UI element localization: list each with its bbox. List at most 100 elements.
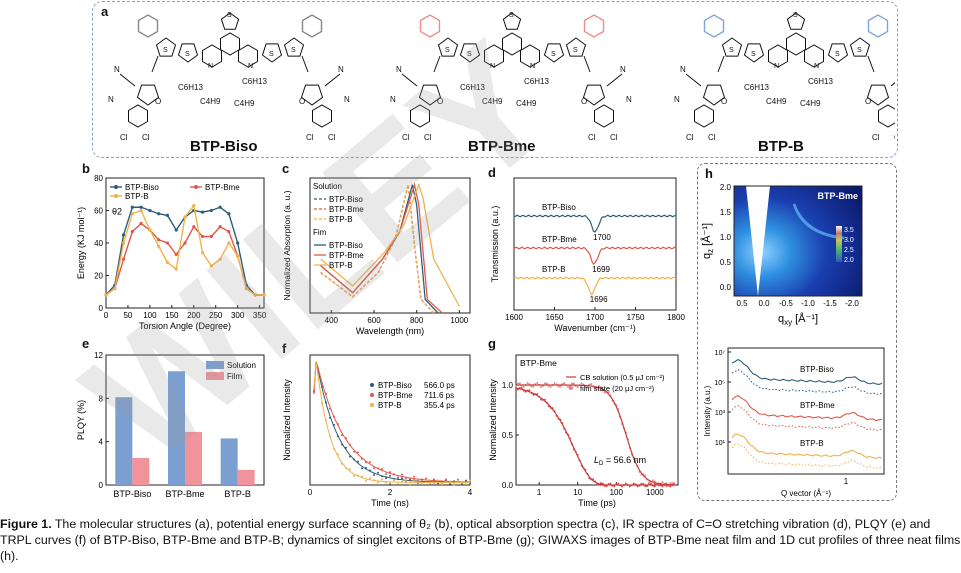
y-tick-label: 20 xyxy=(94,272,103,281)
data-point xyxy=(421,483,423,486)
y-axis-label: Normalized Intensity xyxy=(282,379,292,461)
data-point-solution xyxy=(536,393,539,396)
atom-label-s: S xyxy=(445,47,450,54)
molecule-name-b: BTP-B xyxy=(758,138,804,155)
legend-marker xyxy=(114,194,118,198)
data-point-film xyxy=(594,387,597,390)
caption-text: The molecular structures (a), potential … xyxy=(0,517,961,563)
data-point xyxy=(174,267,178,271)
data-point xyxy=(236,254,240,258)
chart-d-axes-frame xyxy=(513,177,677,311)
thiophene-ring xyxy=(261,43,283,63)
vinyl-bond xyxy=(301,55,309,73)
atom-label-cl: Cl xyxy=(120,133,128,142)
series-label: BTP-Bme xyxy=(800,401,835,410)
data-point xyxy=(369,461,371,464)
y-tick-label: 40 xyxy=(94,239,103,248)
atom-label-s: S xyxy=(835,51,840,58)
chart-b-torsion: 0 50 100 150 200 250 300 350 0 20 40 60 80 Torsion An… xyxy=(76,174,267,331)
data-point xyxy=(377,471,379,474)
fit-line-BTP-B xyxy=(313,361,471,484)
atom-label-cl: Cl xyxy=(894,133,895,142)
data-point xyxy=(244,286,249,291)
data-point xyxy=(227,241,231,245)
series-dotted-BTP-Bme xyxy=(731,404,883,432)
data-point-film xyxy=(570,382,573,385)
atom-label-cl: Cl xyxy=(306,133,314,142)
data-point xyxy=(121,233,126,237)
data-point xyxy=(200,251,205,255)
y-tick-label: 0 xyxy=(99,481,104,490)
data-point xyxy=(218,205,222,209)
x-tick-label: -0.5 xyxy=(779,299,793,308)
series-line-Fim-BTP-Bme xyxy=(320,182,443,314)
indanone-ring xyxy=(418,84,442,106)
data-point-film xyxy=(543,382,546,385)
dicyano-bond xyxy=(401,73,418,87)
chart-g-exciton: 1 10 100 1000 0.0 0.5 1.0 Time (ps) Normalized I… xyxy=(488,354,679,508)
legend-label: film state (20 μJ cm⁻²) xyxy=(580,384,655,393)
y-axis-label: Intensity (a.u.) xyxy=(703,385,712,436)
chart-e-plqy: 0 4 8 12 PLQY (%) BTP-Biso BTP-Bme BTP-B Solutio… xyxy=(76,351,265,499)
molecule-BTP-Bme: S S S N N O Cl Cl S S N N O Cl Cl N N C6H13 C6H13 C4H9 C4H9 xyxy=(390,12,632,142)
legend-label: Film xyxy=(227,372,242,381)
atom-label-s: S xyxy=(857,47,862,54)
data-point xyxy=(192,225,196,229)
data-point-solution xyxy=(617,482,620,485)
data-point-solution xyxy=(669,485,672,488)
chart-title: BTP-Bme xyxy=(520,358,557,368)
data-point-film xyxy=(536,382,539,385)
legend-label: BTP-Bme xyxy=(329,251,364,260)
alkyl-label: C6H13 xyxy=(178,83,203,92)
x-category-label: BTP-B xyxy=(224,489,251,499)
colorbar-label: 2.5 xyxy=(844,247,854,254)
molecule-name-bme: BTP-Bme xyxy=(468,138,536,155)
series-line-BTP-B xyxy=(105,203,264,296)
atom-label-s: S xyxy=(269,51,274,58)
atom-label-n: N xyxy=(774,63,779,70)
beamstop-wedge xyxy=(746,186,770,296)
x-tick-label: 1 xyxy=(844,477,849,486)
bar-Film-BTP-Biso xyxy=(132,457,150,485)
data-point xyxy=(200,210,205,214)
x-axis-label: Time (ns) xyxy=(371,498,409,508)
data-point xyxy=(148,228,152,232)
substituent-ring xyxy=(301,14,323,38)
x-tick-label: 0.0 xyxy=(758,299,770,308)
x-tick-label: 300 xyxy=(231,311,245,320)
data-point xyxy=(373,467,375,470)
panel-label-h: h xyxy=(705,166,713,181)
data-point-solution xyxy=(609,482,612,485)
data-point-solution xyxy=(653,485,656,488)
chart-c-absorption: 400 600 800 1000 Wavelength (nm) Normalized A… xyxy=(282,177,471,336)
y-tick-label: 60 xyxy=(94,207,103,216)
data-point xyxy=(381,468,383,471)
data-point xyxy=(449,480,451,483)
end-benzene-ring xyxy=(594,104,614,128)
data-point xyxy=(139,208,143,213)
data-point xyxy=(437,479,439,482)
data-point xyxy=(369,477,371,480)
atom-label-o: O xyxy=(437,97,443,106)
data-point xyxy=(183,215,187,219)
x-tick-label: 10 xyxy=(573,488,582,497)
legend-marker xyxy=(194,185,198,189)
series-line-BTP-B xyxy=(513,276,677,296)
data-point-film xyxy=(661,481,664,484)
series-line-BTP-Bme xyxy=(513,246,677,266)
data-point xyxy=(130,230,134,234)
alkyl-label: C6H13 xyxy=(460,83,485,92)
data-point-film xyxy=(540,385,543,388)
y-tick-label: 0.0 xyxy=(502,481,514,490)
legend-label: BTP-Bme xyxy=(378,391,413,400)
fit-line-BTP-Bme xyxy=(313,361,471,483)
x-category-label: BTP-Bme xyxy=(165,489,204,499)
y-axis-label: qz [Å⁻¹] xyxy=(700,223,715,259)
data-point-film xyxy=(526,382,529,385)
y-tick-label: 8 xyxy=(99,394,104,403)
x-tick-label: 4 xyxy=(468,488,473,497)
panel-label-b: b xyxy=(82,161,90,176)
core-ring xyxy=(520,44,540,68)
y-axis-label: Transmission (a.u.) xyxy=(490,206,500,283)
